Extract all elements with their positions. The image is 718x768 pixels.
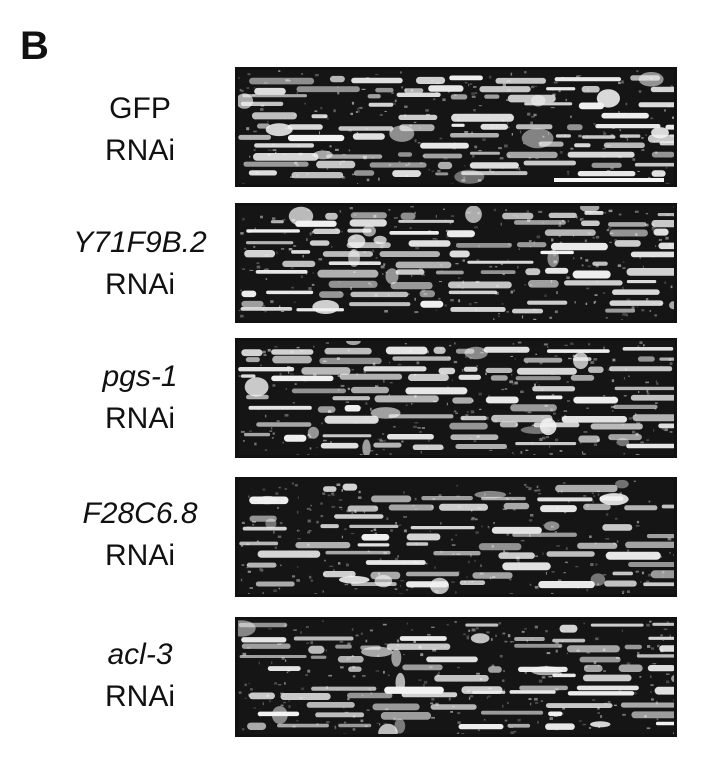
- micrograph-acl3: [235, 617, 677, 737]
- row-label-2: Y71F9B.2 RNAi: [40, 222, 240, 306]
- micrograph-pgs1: [235, 338, 677, 458]
- panel-letter: B: [20, 24, 49, 68]
- micrograph-image: [238, 70, 674, 184]
- treatment-label: RNAi: [104, 539, 175, 572]
- gene-name: Y71F9B.2: [73, 226, 207, 259]
- treatment-label: RNAi: [104, 680, 175, 713]
- micrograph-gfp: [235, 67, 677, 187]
- scale-bar: [554, 178, 664, 182]
- micrograph-image: [239, 480, 674, 594]
- row-label-3: pgs-1 RNAi: [40, 356, 240, 440]
- micrograph-image: [238, 620, 674, 734]
- treatment-label: RNAi: [104, 134, 175, 167]
- gene-name: F28C6.8: [82, 497, 198, 530]
- gene-name: acl-3: [107, 638, 173, 671]
- row-label-4: F28C6.8 RNAi: [40, 493, 240, 577]
- gene-name: GFP: [109, 92, 171, 125]
- treatment-label: RNAi: [104, 402, 175, 435]
- micrograph-image: [238, 341, 674, 455]
- micrograph-y71f9b2: [235, 203, 677, 323]
- micrograph-image: [238, 206, 674, 320]
- treatment-label: RNAi: [104, 268, 175, 301]
- row-label-5: acl-3 RNAi: [40, 634, 240, 718]
- micrograph-f28c68: [235, 477, 677, 597]
- row-label-1: GFP RNAi: [40, 88, 240, 172]
- gene-name: pgs-1: [102, 360, 178, 393]
